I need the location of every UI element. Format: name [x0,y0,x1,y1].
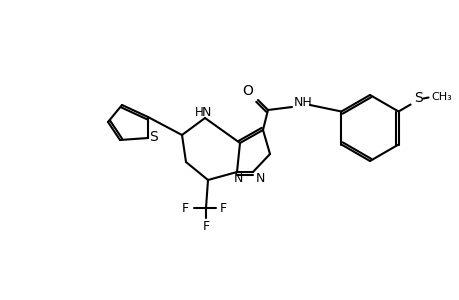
Text: O: O [242,84,253,98]
Text: H: H [194,106,203,119]
Text: N: N [233,172,242,184]
Text: N: N [201,106,210,119]
Text: S: S [149,130,158,144]
Text: N: N [255,172,264,184]
Text: CH₃: CH₃ [430,92,451,103]
Text: NH: NH [293,97,312,110]
Text: F: F [202,220,209,232]
Text: F: F [219,202,226,214]
Text: F: F [181,202,188,214]
Text: S: S [413,92,422,106]
